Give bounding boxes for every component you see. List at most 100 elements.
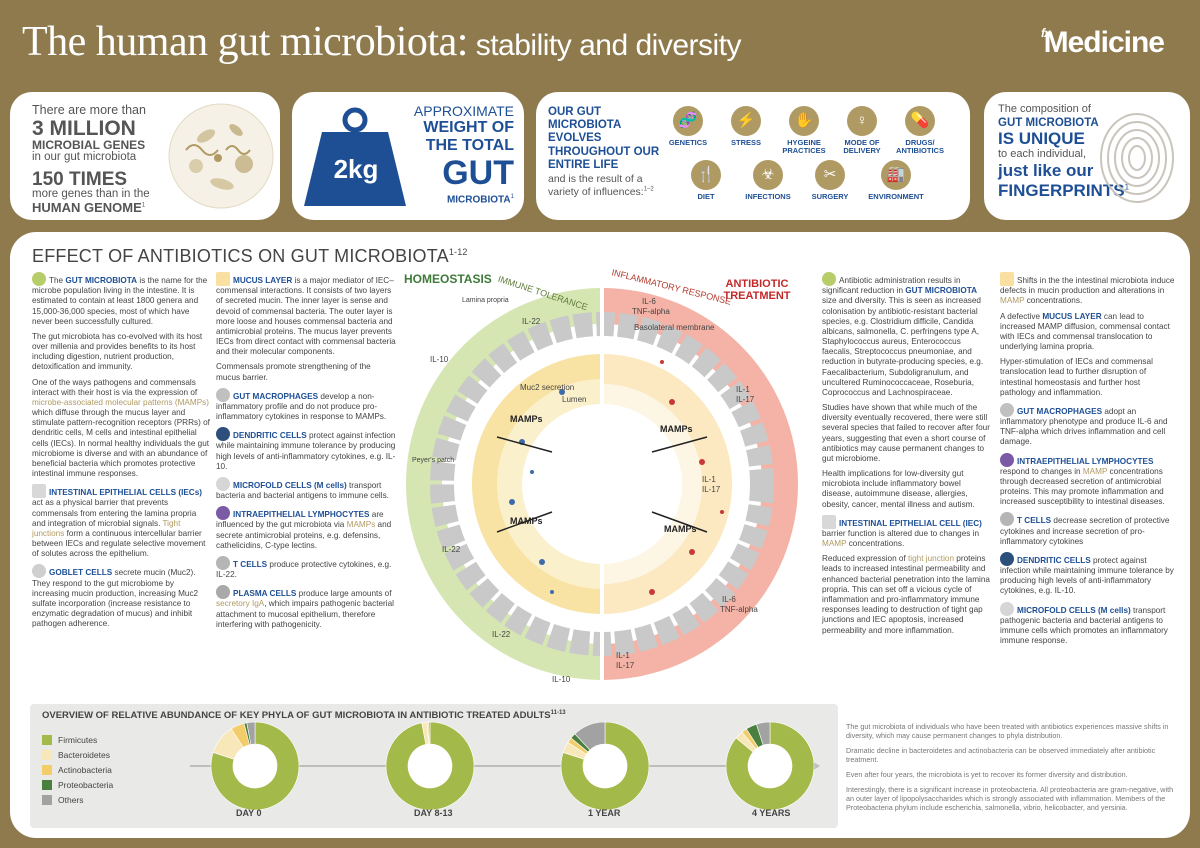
title-main: The human gut microbiota: (22, 19, 468, 65)
bacteria-dots (509, 389, 565, 594)
col2-p5: MICROFOLD CELLS (M cells) transport bact… (216, 476, 396, 501)
legend-item-bacteroidetes: Bacteroidetes (42, 747, 113, 762)
delivery-icon: ♀ (847, 106, 877, 136)
col3-p5b: tight junction (908, 554, 955, 564)
mamps-label-left-bottom: MAMPs (510, 516, 543, 526)
col2-p7: T CELLS produce protective cytokines, e.… (216, 555, 396, 580)
overview-note-3: Even after four years, the microbiota is… (846, 770, 1128, 779)
genes-card: There are more than 3 MILLION MICROBIAL … (10, 92, 280, 220)
weight-icon (304, 107, 406, 206)
influence-hygiene: ✋ HYGEINE PRACTICES (772, 106, 836, 156)
col3-p4: INTESTINAL EPITHELIAL CELL (IEC) barrier… (822, 514, 990, 550)
col2-p5a: MICROFOLD CELLS (M cells) (233, 480, 347, 490)
overview-note-1: The gut microbiota of individuals who ha… (846, 722, 1169, 740)
col2-p1b: is a major mediator of IEC–commensal int… (216, 276, 396, 357)
donut-label-1year: 1 YEAR (588, 808, 621, 818)
il1-label-bottom: IL-1 (616, 651, 630, 660)
dendritic-cell-icon (1000, 551, 1014, 566)
fp-l6-text: FINGERPRINTS (998, 181, 1125, 200)
scalpel-icon: ✂ (815, 160, 845, 190)
il22-label-bottom: IL-22 (492, 630, 511, 639)
col2-p4a: DENDRITIC CELLS (233, 431, 307, 441)
col1-p3: One of the ways pathogens and commensals… (32, 378, 212, 480)
column-healthy-2: MUCUS LAYER is a major mediator of IEC–c… (216, 272, 396, 635)
col3-p1: Antibiotic administration results in sig… (822, 272, 990, 398)
col4-p4b: adopt an inflammatory phenotype and prod… (1000, 406, 1168, 447)
macrophage-icon (216, 387, 230, 402)
col2-p6a: INTRAEPITHELIAL LYMPHOCYTES (233, 510, 370, 520)
brand-fx: fx (1040, 26, 1051, 40)
iec-icon (822, 514, 836, 529)
weight-ref: 1 (510, 194, 514, 200)
influence-label: DIET (697, 192, 715, 201)
influence-label: INFECTIONS (745, 192, 791, 201)
influence-label: STRESS (730, 138, 761, 147)
fp-l1: The composition of (998, 103, 1091, 115)
mamps-arrows (496, 436, 708, 533)
influence-surgery: ✂ SURGERY (798, 160, 862, 201)
influence-diet: 🍴 DIET (674, 160, 738, 201)
col2-p4b: protect against infection while maintain… (216, 431, 396, 471)
col4-p4a: GUT MACROPHAGES (1017, 406, 1103, 416)
col4-p3: Hyper-stimulation of IECs and commensal … (1000, 357, 1153, 397)
col2-p8b: produce large amounts of (296, 589, 392, 599)
column-antibiotic-2: Shifts in the the intestinal microbiota … (1000, 272, 1176, 651)
fp-l6: FINGERPRINTS1 (998, 182, 1129, 200)
col4-p5d: concentrations through decreased secreti… (1000, 466, 1165, 507)
weight-l4-text: MICROBIOTA (446, 194, 511, 206)
legend-label: Bacteroidetes (58, 749, 110, 760)
col1-p5b: secrete mucin (Muc2). They respond to th… (32, 568, 199, 629)
col4-p5c: MAMP (1082, 466, 1108, 476)
phyla-overview: OVERVIEW OF RELATIVE ABUNDANCE OF KEY PH… (30, 704, 838, 828)
col4-p8a: MICROFOLD CELLS (M cells) (1017, 605, 1131, 615)
influence-label: SURGERY (811, 192, 849, 201)
col1-p3b: microbe-associated molecular patterns (M… (32, 397, 209, 407)
section-title: EFFECT OF ANTIBIOTICS ON GUT MICROBIOTA1… (32, 246, 468, 267)
legend-swatch (42, 749, 52, 760)
col4-p2a: A defective (1000, 311, 1043, 321)
lamina-label: Lamina propria (462, 297, 509, 304)
fp-l4: to each individual, (998, 148, 1087, 160)
genes-ref: 1 (141, 202, 146, 209)
goblet-cell-icon (32, 564, 46, 579)
col4-p2c: can lead to increased MAMP diffusion, co… (1000, 311, 1170, 352)
col1-p4d: form a continuous intercellular barrier … (32, 528, 206, 559)
evolve-ref: 1–2 (643, 186, 654, 193)
col1-p4: INTESTINAL EPITHELIAL CELLS (IECs) act a… (32, 484, 212, 559)
biohazard-icon: ☣ (753, 160, 783, 190)
col1-p2: The gut microbiota has co-evolved with i… (32, 331, 203, 372)
col4-p2b: MUCUS LAYER (1042, 311, 1102, 321)
col2-p3a: GUT MACROPHAGES (233, 391, 319, 401)
evolve-bold: OUR GUT MICROBIOTA EVOLVES THROUGHOUT OU… (548, 106, 660, 171)
donut-slice-firmicutes-1 (385, 721, 475, 811)
donut-hole-0 (233, 744, 277, 788)
influence-stress: ⚡ STRESS (714, 106, 778, 147)
legend-label: Actinobacteria (58, 764, 112, 775)
weight-l4: MICROBIOTA1 (447, 194, 514, 205)
col3-p4c: MAMP (822, 539, 847, 549)
col4-p1: Shifts in the the intestinal microbiota … (1000, 272, 1176, 307)
tnf-label-bottom: TNF-alpha (720, 605, 758, 614)
fp-ref: 1 (1124, 182, 1130, 192)
legend-swatch (42, 734, 52, 745)
fp-l3: IS UNIQUE (998, 129, 1085, 148)
col4-p6: T CELLS decrease secretion of protective… (1000, 512, 1176, 547)
mamps-label-left-top: MAMPs (510, 414, 543, 424)
fp-l2: GUT MICROBIOTA (998, 117, 1099, 129)
brand-name: Medicine (1043, 26, 1165, 59)
m-cell-icon (1000, 601, 1014, 616)
influence-label: DRUGS/ ANTIBIOTICS (896, 138, 944, 156)
col4-p5a: INTRAEPITHELIAL LYMPHOCYTES (1017, 456, 1154, 466)
influences-card: OUR GUT MICROBIOTA EVOLVES THROUGHOUT OU… (536, 92, 970, 220)
overview-notes: The gut microbiota of individuals who ha… (846, 722, 1176, 818)
col2-p4: DENDRITIC CELLS protect against infectio… (216, 427, 396, 472)
overview-note-4: Interestingly, there is a significant in… (846, 785, 1174, 812)
il17-label-bottom: IL-17 (616, 661, 635, 670)
influence-label: ENVIRONMENT (868, 192, 924, 201)
plasma-cell-icon (216, 585, 230, 600)
fp-l5: just like our (998, 161, 1094, 180)
col2-p6d: and secrete antimicrobial proteins, e.g.… (216, 520, 392, 550)
macrophage-icon (1000, 402, 1014, 417)
donut-hole-2 (583, 744, 627, 788)
col2-p8c: secretory IgA (216, 599, 265, 609)
